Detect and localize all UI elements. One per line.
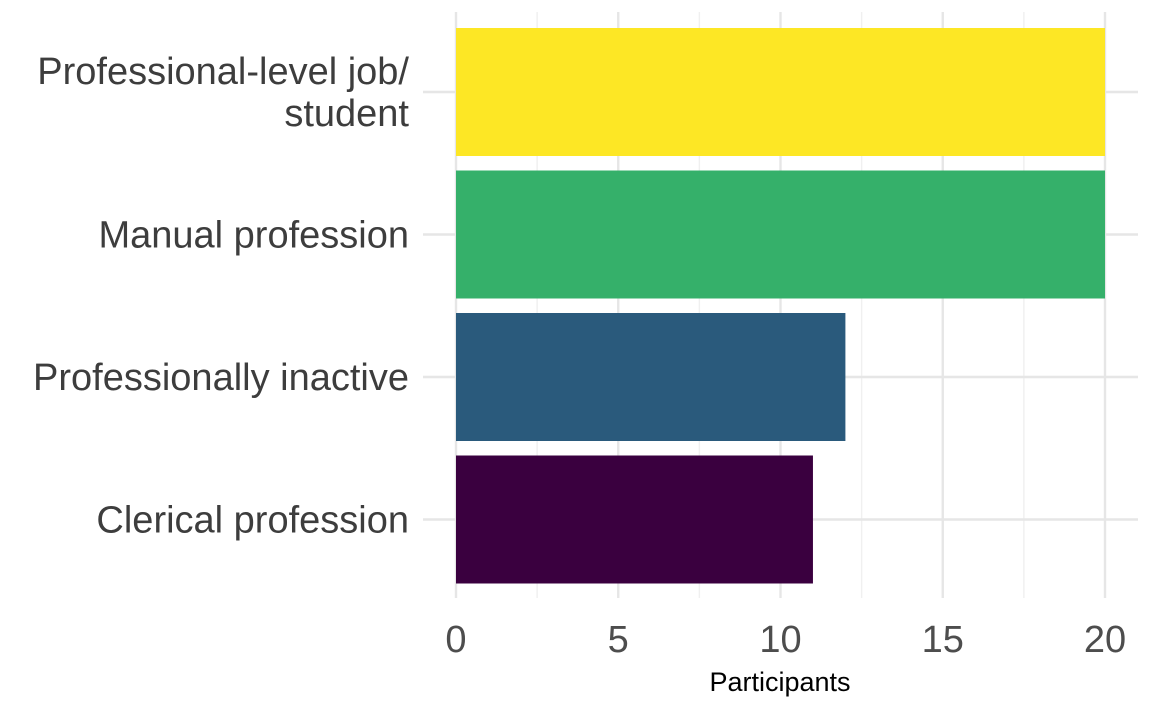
category-label: Manual profession: [98, 215, 409, 257]
category-label: Professional-level job/: [37, 51, 409, 93]
bar-2: [456, 313, 846, 441]
category-label: Clerical profession: [96, 500, 409, 542]
x-tick-label: 15: [922, 619, 964, 661]
x-tick-label: 5: [608, 619, 629, 661]
x-tick-label: 10: [759, 619, 801, 661]
category-label: Professionally inactive: [33, 357, 409, 399]
bar-1: [456, 170, 1105, 299]
x-tick-label: 20: [1084, 619, 1126, 661]
bar-3: [456, 455, 813, 584]
bar-0: [456, 28, 1105, 156]
x-axis-title: Participants: [709, 667, 850, 697]
category-label: student: [284, 93, 409, 135]
category-labels: Professional-level job/student Manual pro…: [33, 51, 409, 542]
x-tick-labels: 0 5 10 15 20: [445, 619, 1126, 661]
bars: [456, 28, 1105, 584]
x-tick-label: 0: [445, 619, 466, 661]
